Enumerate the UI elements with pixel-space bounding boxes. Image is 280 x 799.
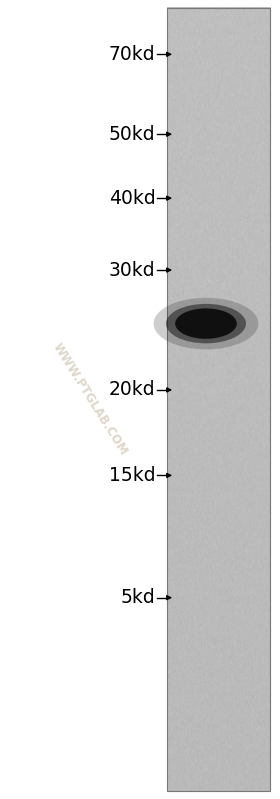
Text: 30kd: 30kd — [109, 260, 155, 280]
Ellipse shape — [154, 298, 258, 349]
Text: WWW.PTGLAB.COM: WWW.PTGLAB.COM — [50, 341, 130, 458]
Ellipse shape — [166, 304, 246, 344]
Ellipse shape — [175, 308, 237, 339]
Text: 70kd: 70kd — [109, 45, 155, 64]
Text: 20kd: 20kd — [109, 380, 155, 400]
Text: 15kd: 15kd — [109, 466, 155, 485]
Text: 5kd: 5kd — [121, 588, 155, 607]
Text: 40kd: 40kd — [109, 189, 155, 208]
Text: 50kd: 50kd — [109, 125, 155, 144]
Bar — [167, 8, 270, 791]
